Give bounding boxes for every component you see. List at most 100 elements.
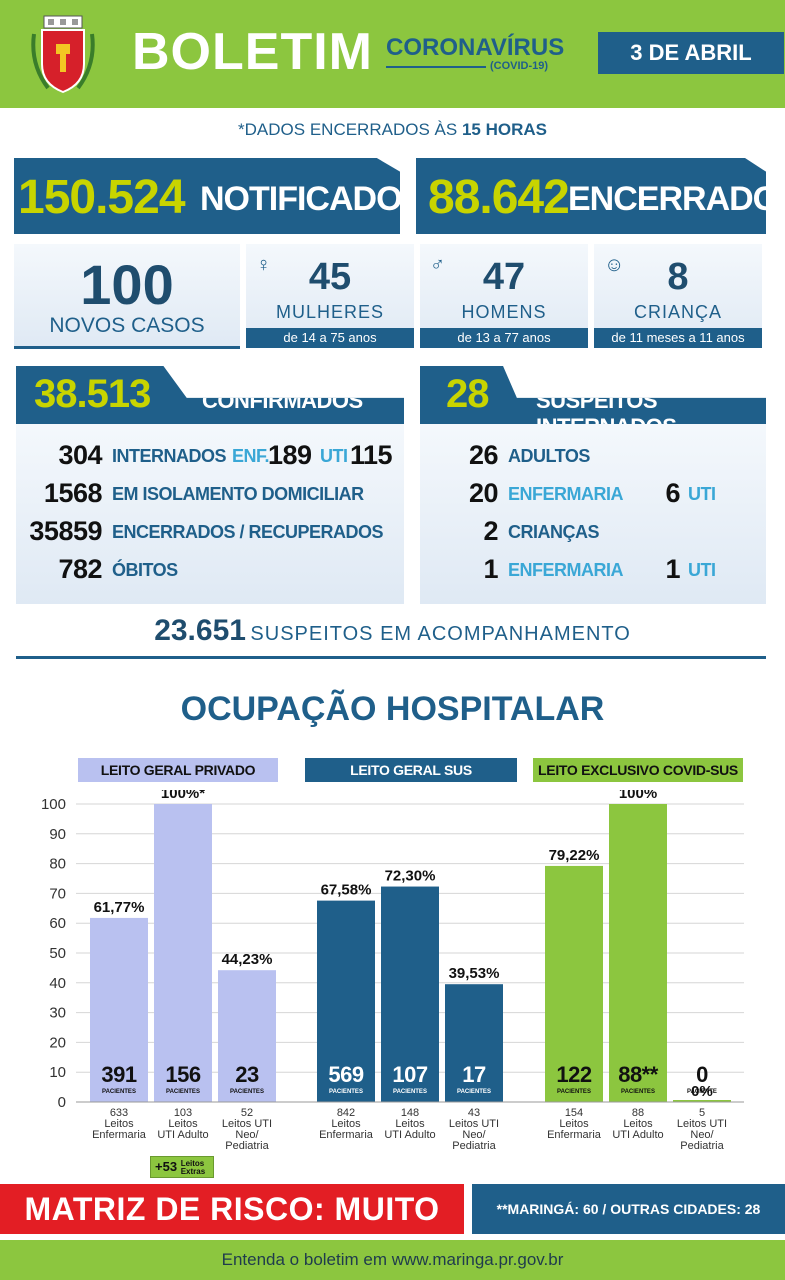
bar-beds-count: 88: [631, 1107, 645, 1119]
y-tick-label: 100: [41, 796, 66, 813]
deaths-value: 782: [58, 554, 102, 584]
bar: [445, 984, 503, 1102]
y-tick-label: 20: [49, 1034, 66, 1051]
y-tick-label: 0: [58, 1094, 66, 1111]
confirmed-label: CONFIRMADOS: [202, 388, 363, 413]
bar-patients-value: 156: [165, 1062, 200, 1087]
children-susp-label: CRIANÇAS: [508, 522, 600, 542]
bar-category-label: 88 Leitos UTI Adulto: [599, 1108, 677, 1141]
y-tick-label: 80: [49, 856, 66, 873]
child-icu-label: UTI: [688, 560, 716, 580]
new-cases-label: NOVOS CASOS: [49, 314, 205, 337]
adults-row: 26 ADULTOS: [420, 440, 766, 474]
y-tick-label: 70: [49, 885, 66, 902]
bar-percent-label: 72,30%: [385, 868, 436, 885]
child-ward-label: ENFERMARIA: [508, 560, 624, 580]
suspects-value: 28: [446, 372, 489, 416]
bar-percent-label: 0%: [691, 1083, 713, 1100]
bar-category-line: Leitos UTI: [676, 1118, 728, 1130]
women-age-range: de 14 a 75 anos: [246, 328, 414, 348]
bar-patients-value: 391: [101, 1062, 136, 1087]
extra-beds-label-2: Extras: [180, 1166, 206, 1176]
adults-value: 26: [468, 440, 499, 470]
confirmed-value: 38.513: [34, 372, 151, 416]
monitoring-label: SUSPEITOS EM ACOMPANHAMENTO: [250, 623, 631, 645]
bar-percent-label: 100%: [619, 790, 657, 802]
men-label: HOMENS: [461, 302, 547, 322]
bar-category-line: Leitos: [623, 1118, 653, 1130]
bar-patients-word: PACIENTES: [102, 1089, 136, 1095]
child-ward-value: 1: [483, 554, 498, 584]
men-value: 47: [482, 256, 526, 298]
closed-box: 88.642 ENCERRADOS: [416, 158, 766, 234]
date-badge: 3 DE ABRIL: [598, 32, 784, 74]
bar-patients-value: 122: [556, 1062, 591, 1087]
notified-box: 150.524 NOTIFICADOS: [14, 158, 400, 234]
adult-ward-value: 20: [468, 478, 499, 508]
bar-category-label: 52 Leitos UTI Neo/Pediatria: [208, 1108, 286, 1152]
bar-patients-value: 569: [328, 1062, 363, 1087]
bar-percent-label: 79,22%: [549, 847, 600, 864]
coronavirus-label: CORONAVÍRUS: [386, 34, 565, 61]
extra-beds-label-1: Leitos: [180, 1158, 205, 1168]
men-card: ♂ 47 HOMENS de 13 a 77 anos: [420, 244, 588, 348]
icu-label: UTI: [320, 446, 348, 466]
recovered-value: 35859: [29, 516, 102, 546]
child-icu-value: 1: [665, 554, 680, 584]
bar-beds-count: 148: [400, 1107, 420, 1119]
note-hour: 15 HORAS: [461, 120, 547, 139]
bar-beds-count: 633: [109, 1107, 129, 1119]
bar-category-line: Enfermaria: [319, 1129, 373, 1141]
new-cases-card: 100 NOVOS CASOS: [14, 244, 240, 348]
bar-category-line: Pediatria: [680, 1140, 724, 1152]
new-cases-underline: [14, 346, 240, 349]
bar-patients-value: 17: [462, 1062, 486, 1087]
extra-beds-value: +53: [155, 1159, 178, 1174]
bar-category-label: 633 Leitos Enfermaria: [80, 1108, 158, 1141]
suspects-header: 28 SUSPEITOS INTERNADOS: [420, 366, 766, 424]
adults-label: ADULTOS: [508, 446, 590, 466]
ward-value: 189: [268, 440, 312, 470]
monitoring-value: 23.651: [154, 614, 246, 647]
bar-category-line: Leitos: [331, 1118, 361, 1130]
confirmed-panel: 304 INTERNADOS ENF. 189 UTI 115 1568 EM …: [16, 424, 404, 604]
bar-patients-word: PACIENTES: [621, 1089, 655, 1095]
suspects-panel: 26 ADULTOS 20 ENFERMARIA 6 UTI 2 CRIANÇA…: [420, 424, 766, 604]
data-cutoff-note: *DADOS ENCERRADOS ÀS 15 HORAS: [0, 120, 785, 140]
bar-percent-label: 44,23%: [222, 951, 273, 968]
city-crest-icon: [31, 15, 95, 94]
children-label: CRIANÇA: [633, 302, 722, 322]
child-icon: ☺: [604, 254, 625, 276]
bar-category-line: Leitos: [395, 1118, 425, 1130]
bar-patients-word: PACIENTES: [393, 1089, 427, 1095]
bar-patients-value: 88**: [618, 1062, 659, 1087]
bar-category-line: UTI Adulto: [384, 1129, 436, 1141]
y-tick-label: 40: [49, 975, 66, 992]
children-card: ☺ 8 CRIANÇA de 11 meses a 11 anos: [594, 244, 762, 348]
bar: [381, 886, 439, 1102]
bar-patients-word: PACIENTES: [557, 1089, 591, 1095]
bar-category-label: 842 Leitos Enfermaria: [307, 1108, 385, 1141]
bar-percent-label: 61,77%: [94, 899, 145, 916]
bar-category-label: 103 Leitos UTI Adulto: [144, 1108, 222, 1141]
y-tick-label: 10: [49, 1064, 66, 1081]
child-ward-row: 1 ENFERMARIA 1 UTI: [420, 554, 766, 588]
bar-category-line: Leitos: [559, 1118, 589, 1130]
bar-category-label: 43 Leitos UTI Neo/Pediatria: [435, 1108, 513, 1152]
extra-beds-badge: +53 Leitos Extras: [150, 1156, 214, 1178]
y-tick-label: 90: [49, 826, 66, 843]
women-label: MULHERES: [275, 302, 385, 322]
women-card: ♀ 45 MULHERES de 14 a 75 anos: [246, 244, 414, 348]
group-header-covid: LEITO EXCLUSIVO COVID-SUS: [533, 758, 743, 782]
bar-category-line: Enfermaria: [547, 1129, 601, 1141]
bar-patients-word: PACIENTES: [230, 1089, 264, 1095]
woman-icon: ♀: [256, 254, 271, 276]
men-age-range: de 13 a 77 anos: [420, 328, 588, 348]
bar-beds-count: 154: [564, 1107, 584, 1119]
bar-category-line: Enfermaria: [92, 1129, 146, 1141]
cities-breakdown: **MARINGÁ: 60 / OUTRAS CIDADES: 28: [472, 1184, 785, 1234]
bar: [673, 1100, 731, 1102]
man-icon: ♂: [430, 254, 445, 276]
covid19-label: (COVID-19): [490, 60, 549, 72]
bar-category-label: 5 Leitos UTI Neo/Pediatria: [663, 1108, 741, 1152]
